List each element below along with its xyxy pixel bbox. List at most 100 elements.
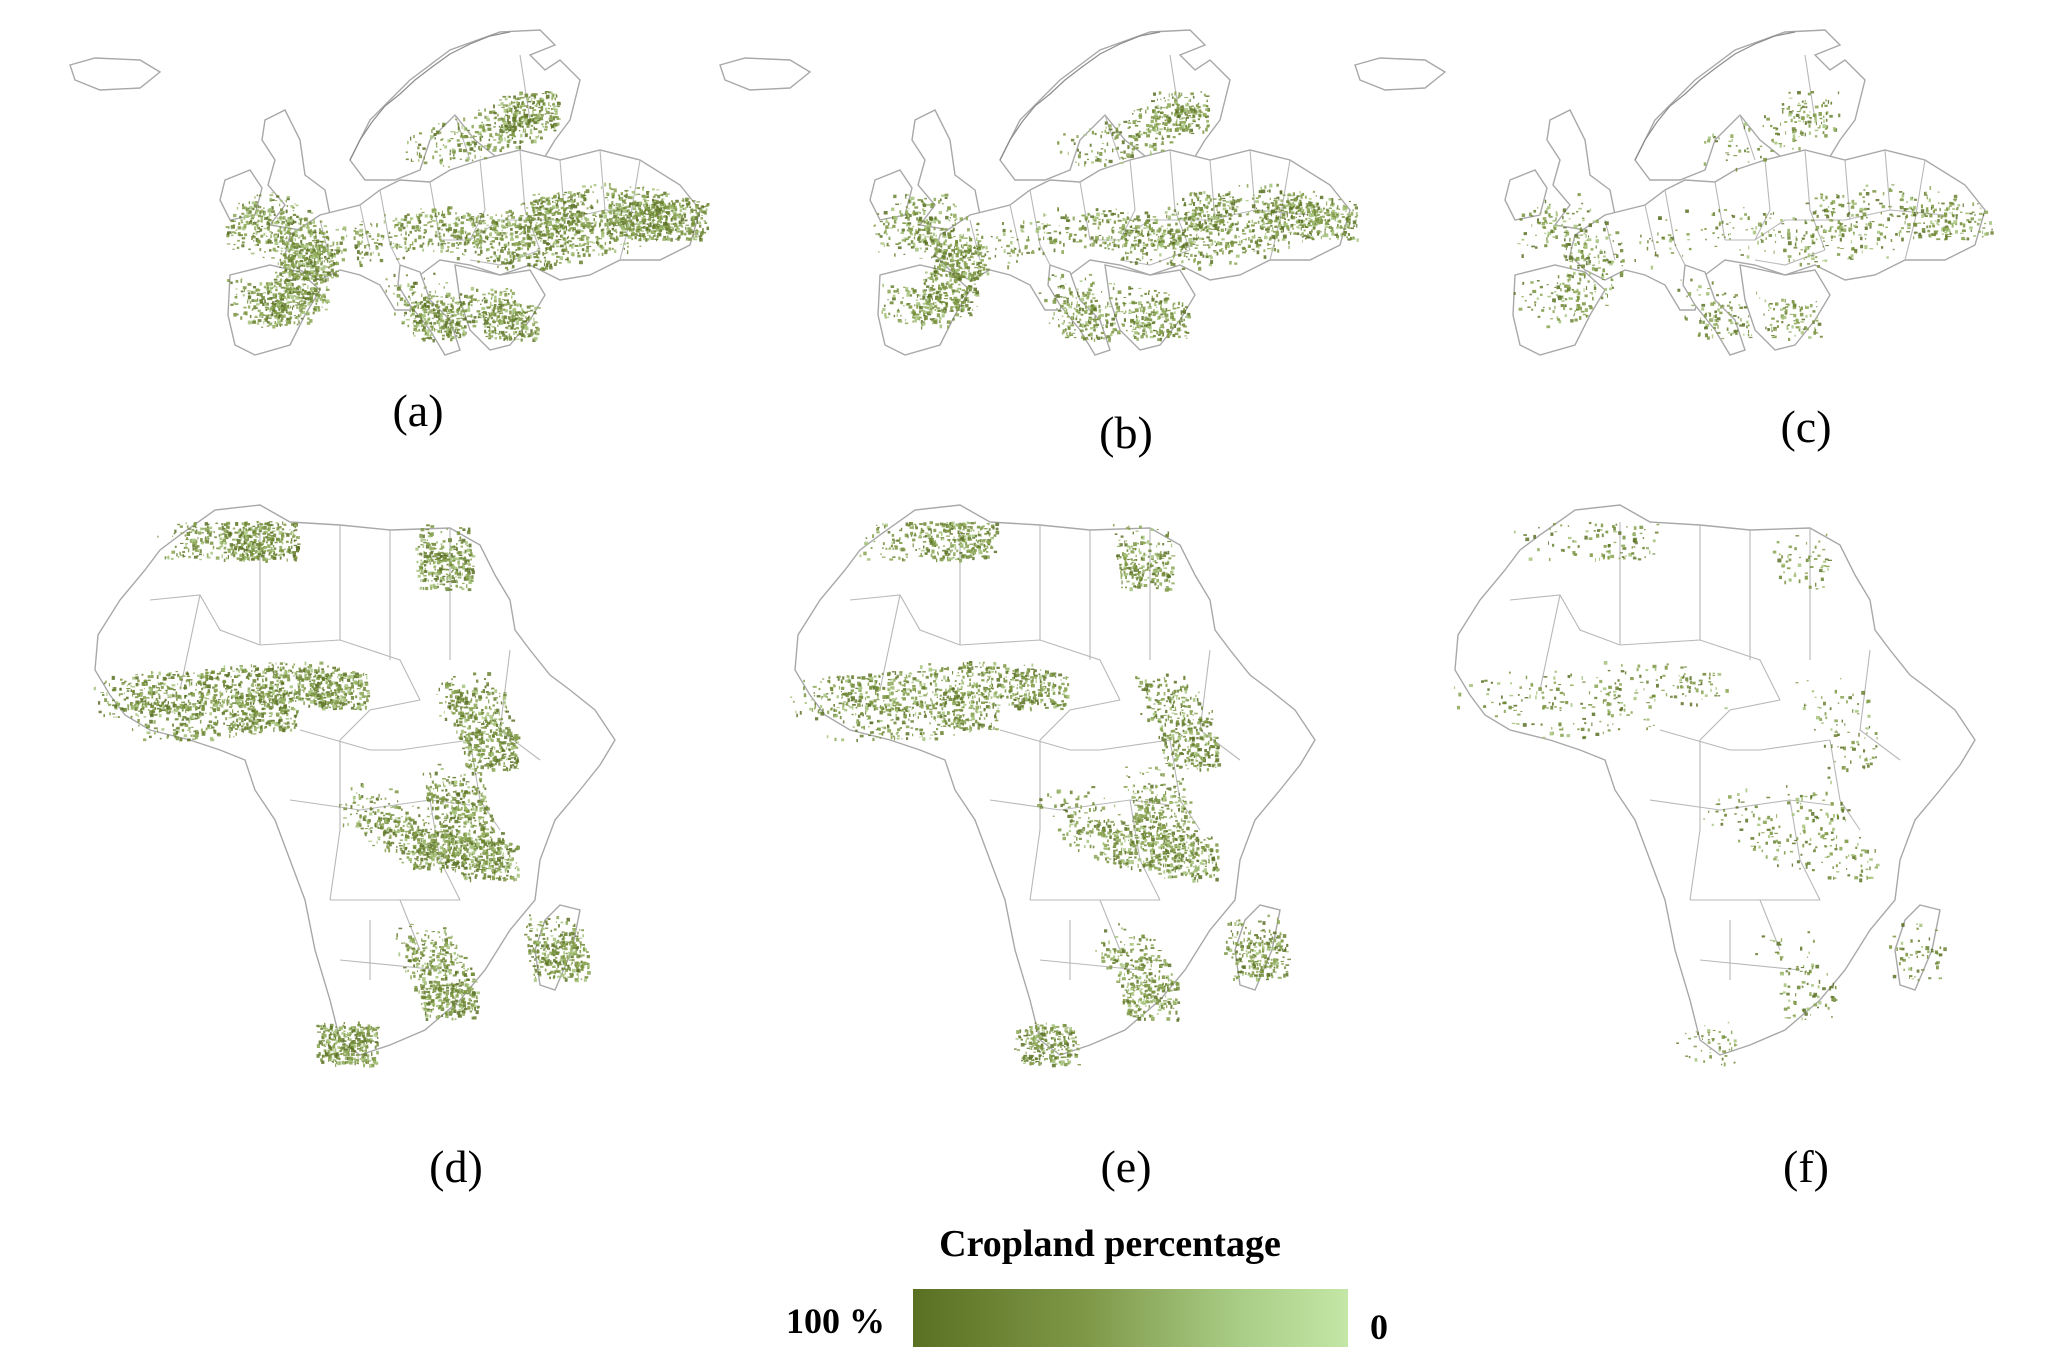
cropland-cell (518, 317, 523, 322)
cropland-cell (504, 292, 508, 297)
cropland-cell (1142, 246, 1147, 249)
cropland-cell (280, 305, 284, 308)
cropland-cell (1222, 250, 1224, 254)
cropland-cell (415, 329, 419, 332)
cropland-cell (653, 202, 657, 206)
cropland-cell (629, 202, 632, 206)
cropland-cell (1129, 225, 1133, 228)
cropland-cell (888, 236, 891, 240)
cropland-cell (422, 147, 426, 150)
cropland-cell (1220, 221, 1222, 224)
cropland-cell (509, 302, 511, 305)
cropland-cell (563, 209, 566, 213)
cropland-cell (290, 218, 294, 223)
cropland-cell (491, 221, 495, 225)
cropland-cell (696, 201, 701, 203)
cropland-cell (634, 233, 638, 236)
cropland-cell (488, 293, 491, 295)
cropland-cell (434, 327, 436, 332)
cropland-cell (956, 263, 958, 267)
cropland-cell (980, 259, 984, 262)
cropland-cell (508, 337, 512, 341)
cropland-cell (511, 101, 516, 104)
cropland-cell (656, 211, 658, 216)
cropland-cell (491, 308, 493, 312)
cropland-cell (658, 225, 662, 227)
cropland-cell (626, 250, 629, 254)
cropland-cell (531, 228, 533, 230)
cropland-cell (556, 125, 559, 127)
cropland-cell (1221, 197, 1226, 200)
cropland-cell (916, 231, 919, 235)
cropland-cell (437, 242, 440, 247)
cropland-cell (582, 234, 587, 237)
cropland-cell (457, 235, 460, 238)
cropland-cell (236, 246, 240, 249)
cropland-cell (526, 124, 530, 128)
cropland-cell (394, 244, 398, 248)
cropland-cell (934, 216, 937, 220)
cropland-cell (533, 95, 537, 99)
cropland-cell (483, 311, 486, 314)
cropland-cell (1103, 211, 1105, 214)
cropland-cell (446, 328, 449, 332)
cropland-cell (416, 215, 421, 219)
cropland-cell (467, 232, 471, 235)
cropland-cell (359, 224, 363, 226)
cropland-cell (291, 243, 295, 247)
cropland-cell (580, 235, 585, 239)
cropland-cell (593, 184, 597, 187)
cropland-cell (288, 282, 292, 286)
cropland-cell (899, 210, 902, 214)
cropland-cell (954, 219, 956, 222)
cropland-cell (506, 108, 508, 113)
cropland-cell (606, 231, 609, 236)
cropland-cell (1168, 243, 1171, 246)
cropland-cell (463, 117, 466, 122)
cropland-cell (907, 216, 910, 221)
cropland-cell (689, 211, 691, 214)
cropland-cell (1219, 202, 1221, 206)
cropland-cell (288, 301, 292, 303)
cropland-cell (586, 224, 590, 228)
cropland-cell (521, 330, 523, 335)
cropland-cell (1213, 251, 1218, 254)
cropland-cell (1113, 243, 1116, 248)
cropland-cell (503, 315, 508, 320)
cropland-cell (304, 268, 306, 273)
cropland-cell (419, 132, 422, 135)
cropland-cell (289, 316, 292, 321)
cropland-cell (437, 226, 441, 230)
cropland-cell (429, 325, 433, 328)
cropland-cell (1095, 239, 1098, 243)
cropland-cell (330, 252, 334, 257)
cropland-cell (482, 230, 486, 234)
cropland-cell (551, 108, 556, 110)
cropland-cell (230, 220, 235, 223)
cropland-cell (535, 259, 538, 263)
cropland-cell (683, 220, 685, 224)
cropland-cell (315, 234, 317, 237)
cropland-cell (1120, 212, 1124, 214)
cropland-cell (279, 240, 283, 243)
cropland-cell (923, 211, 926, 215)
cropland-cell (271, 220, 274, 224)
cropland-cell (306, 265, 309, 268)
cropland-cell (577, 254, 581, 258)
cropland-cell (418, 213, 423, 217)
cropland-cell (312, 219, 315, 223)
cropland-cell (682, 199, 685, 202)
cropland-cell (934, 265, 936, 269)
cropland-cell (570, 198, 573, 201)
cropland-cell (465, 231, 467, 235)
cropland-cell (976, 237, 978, 241)
cropland-cell (425, 305, 428, 308)
cropland-cell (483, 157, 488, 160)
cropland-cell (1044, 224, 1048, 228)
cropland-cell (436, 130, 440, 135)
cropland-cell (474, 238, 476, 242)
cropland-cell (460, 132, 463, 137)
cropland-cell (503, 303, 507, 306)
cropland-cell (345, 234, 348, 238)
cropland-cell (1064, 217, 1068, 220)
